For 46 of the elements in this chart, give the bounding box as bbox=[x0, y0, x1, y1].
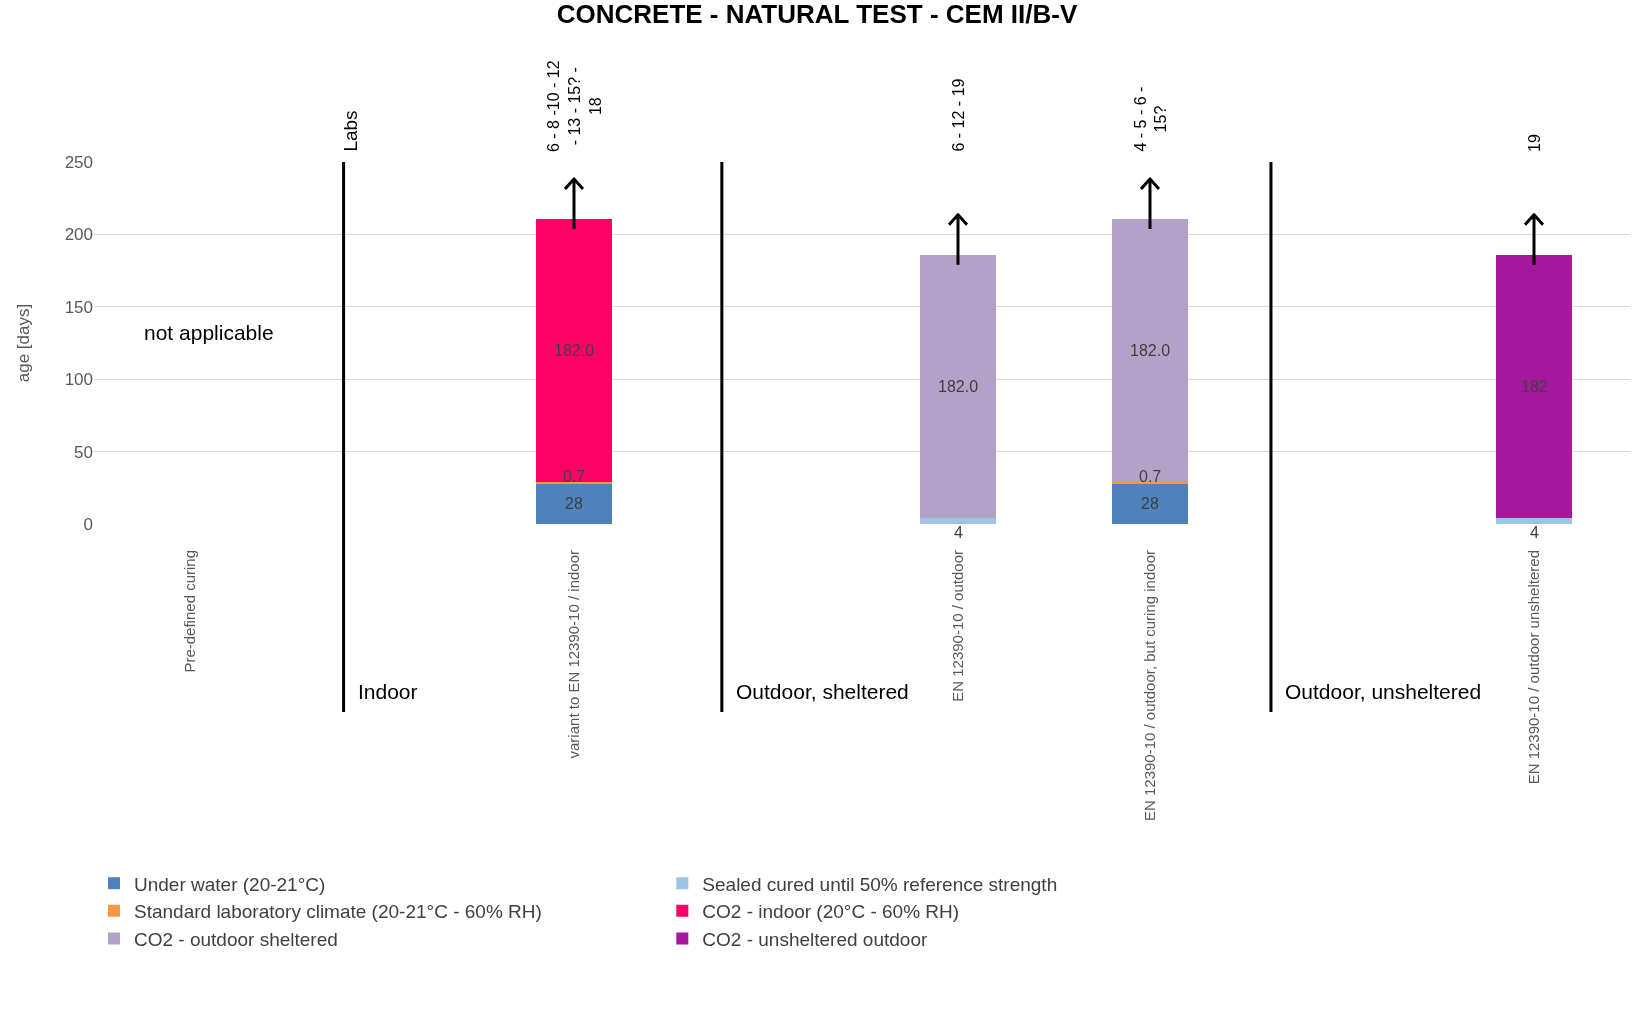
data-label: 28 bbox=[565, 495, 583, 512]
bar bbox=[919, 518, 997, 524]
bar bbox=[1111, 483, 1189, 524]
data-label: 182.0 bbox=[554, 342, 595, 359]
data-label: 28 bbox=[1141, 495, 1159, 512]
legend-label: CO2 - indoor (20°C - 60% RH) bbox=[702, 901, 960, 923]
x-tick-label: EN 12390-10 / outdoor unsheltered bbox=[1524, 550, 1542, 785]
data-label: 0.7 bbox=[1139, 468, 1162, 485]
data-label: 182 bbox=[1521, 378, 1548, 395]
data-label: 182.0 bbox=[1130, 342, 1171, 359]
text: Outdoor, sheltered bbox=[736, 680, 909, 703]
x-tick-label: Pre-defined curing bbox=[180, 550, 198, 673]
y-tick-label: 0 bbox=[83, 514, 93, 534]
chart-title: CONCRETE - NATURAL TEST - CEM II/B-V bbox=[556, 0, 1078, 30]
y-tick-label: 50 bbox=[74, 442, 93, 462]
legend-label: Sealed cured until 50% reference strength bbox=[702, 873, 1058, 895]
bar bbox=[535, 483, 613, 524]
legend-label: Under water (20-21°C) bbox=[134, 873, 326, 895]
y-tick-label: 100 bbox=[64, 370, 93, 390]
text: Labs bbox=[339, 110, 361, 152]
text: 6 - 12 - 19 bbox=[949, 78, 967, 152]
text: 6 - 8 -10 - 12 - 13 - 15? - 18 bbox=[545, 60, 604, 152]
bar bbox=[919, 254, 997, 519]
x-tick-label: EN 12390-10 / outdoor bbox=[948, 550, 966, 702]
legend-label: CO2 - unsheltered outdoor bbox=[702, 928, 928, 950]
y-tick-label: 250 bbox=[64, 152, 93, 172]
bar bbox=[1495, 254, 1573, 519]
text: 19 bbox=[1526, 134, 1543, 152]
text: 4 - 5 - 6 - 15? bbox=[1131, 86, 1170, 152]
annotation: not applicable bbox=[144, 321, 274, 344]
data-label: 4 bbox=[954, 524, 963, 541]
legend-label: CO2 - outdoor sheltered bbox=[134, 928, 338, 950]
x-tick-label: variant to EN 12390-10 / indoor bbox=[564, 550, 582, 759]
data-label: 0.7 bbox=[563, 468, 586, 485]
x-tick-label: EN 12390-10 / outdoor, but curing indoor bbox=[1140, 550, 1158, 822]
bar bbox=[1111, 218, 1189, 483]
bar bbox=[1495, 518, 1573, 524]
y-tick-label: 200 bbox=[64, 225, 93, 245]
text: Indoor bbox=[358, 680, 418, 703]
data-label: 182.0 bbox=[938, 378, 979, 395]
data-label: 4 bbox=[1530, 524, 1539, 541]
bar bbox=[535, 218, 613, 483]
legend-label: Standard laboratory climate (20-21°C - 60% RH) bbox=[134, 901, 542, 923]
y-axis-title: age [days] bbox=[14, 303, 34, 383]
y-tick-label: 150 bbox=[64, 297, 93, 317]
text: Outdoor, unsheltered bbox=[1285, 680, 1482, 703]
